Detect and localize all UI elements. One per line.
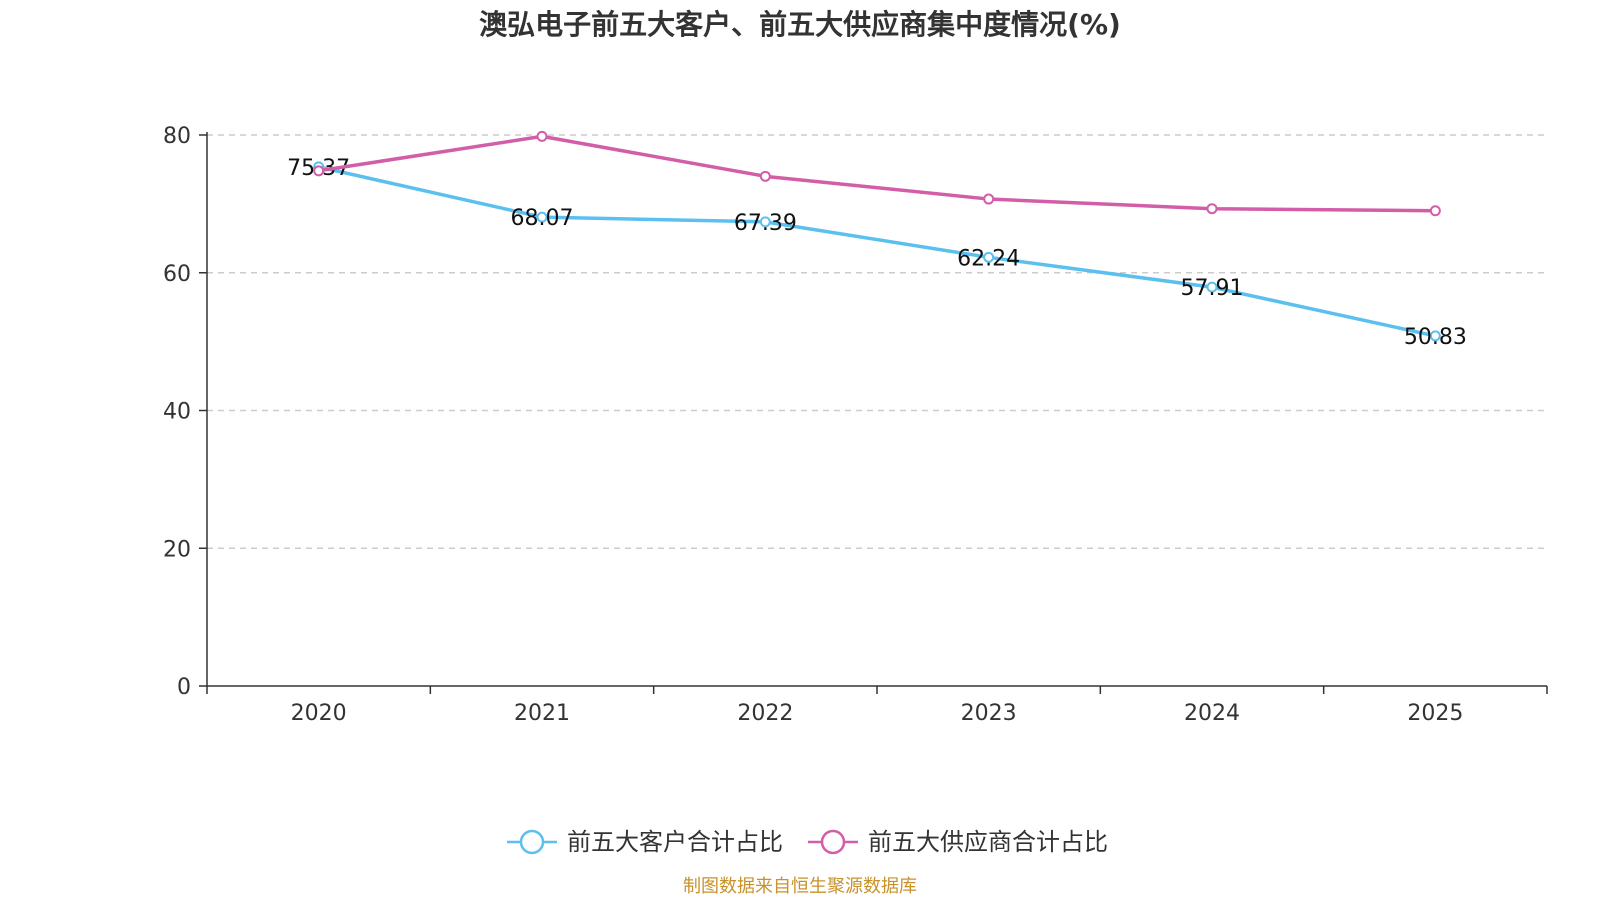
- x-tick-label: 2022: [737, 701, 793, 726]
- y-tick-label: 80: [163, 124, 191, 149]
- chart-title: 澳弘电子前五大客户、前五大供应商集中度情况(%): [479, 8, 1121, 41]
- x-tick-label: 2023: [961, 701, 1017, 726]
- x-axis: 2020 2021 2022 2023 2024 2025: [206, 686, 1548, 726]
- x-tick-label: 2025: [1407, 701, 1463, 726]
- data-label: 67.39: [734, 211, 797, 236]
- series-2: [313, 130, 1441, 217]
- data-point: [313, 165, 325, 177]
- axes: [206, 132, 1547, 687]
- data-point: [983, 193, 995, 205]
- legend-item-1: 前五大客户合计占比: [507, 828, 783, 856]
- data-point: [1206, 203, 1218, 215]
- series-line: [318, 134, 1436, 213]
- x-tick-label: 2024: [1184, 701, 1240, 726]
- data-point: [1429, 330, 1441, 342]
- legend-marker: [519, 829, 545, 855]
- y-tick-label: 20: [163, 537, 191, 562]
- legend-marker: [820, 829, 846, 855]
- grid: [207, 134, 1547, 549]
- data-label: 68.07: [511, 206, 574, 231]
- data-point: [983, 251, 995, 263]
- y-tick-label: 0: [177, 675, 191, 700]
- legend-label: 前五大客户合计占比: [567, 828, 783, 856]
- data-point: [1206, 281, 1218, 293]
- x-tick-label: 2021: [514, 701, 570, 726]
- x-tick-label: 2020: [291, 701, 347, 726]
- data-point: [536, 130, 548, 142]
- data-point: [536, 211, 548, 223]
- data-point: [759, 216, 771, 228]
- legend-label: 前五大供应商合计占比: [868, 828, 1108, 856]
- series-line: [318, 165, 1436, 338]
- data-label: 62.24: [957, 246, 1020, 271]
- data-point: [1429, 205, 1441, 217]
- y-tick-label: 40: [163, 400, 191, 425]
- data-label: 57.91: [1181, 276, 1244, 301]
- legend: 前五大客户合计占比 前五大供应商合计占比: [507, 828, 1108, 856]
- y-axis: 0 20 40 60 80: [163, 124, 207, 700]
- source-note: 制图数据来自恒生聚源数据库: [683, 876, 917, 897]
- data-point: [759, 170, 771, 182]
- legend-item-2: 前五大供应商合计占比: [808, 828, 1108, 856]
- y-tick-label: 60: [163, 262, 191, 287]
- data-label: 50.83: [1404, 325, 1467, 350]
